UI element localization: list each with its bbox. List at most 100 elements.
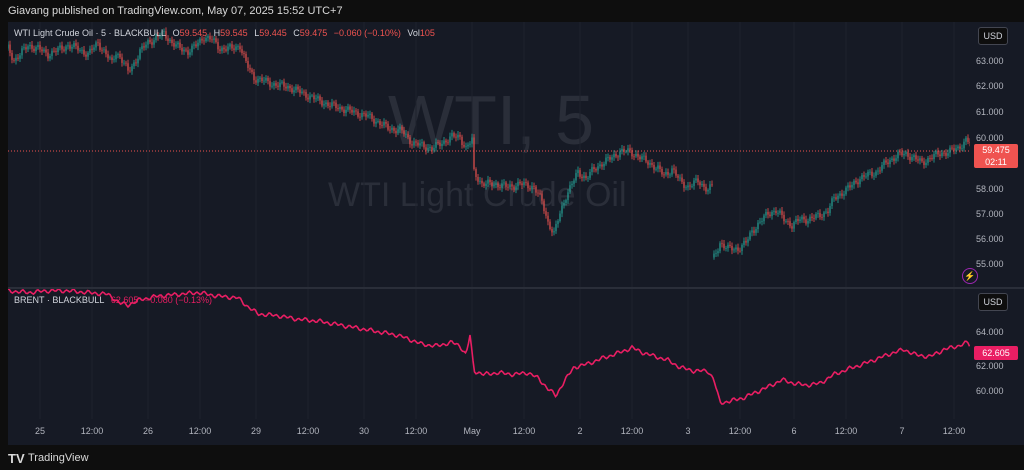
candle-body (877, 170, 879, 172)
candle-body (533, 185, 535, 187)
candle-body (647, 161, 649, 165)
candle-body (183, 49, 185, 52)
candle-body (795, 218, 797, 223)
candle-body (923, 161, 925, 165)
wti-panel[interactable]: WTI, 5 WTI Light Crude Oil WTI Light Cru… (8, 22, 970, 287)
time-tick: 26 (142, 426, 154, 436)
candle-body (693, 180, 695, 186)
candle-body (355, 110, 357, 112)
candle-body (759, 221, 761, 223)
brent-currency-button[interactable]: USD (978, 293, 1008, 311)
candle-body (485, 183, 487, 187)
candle-body (285, 86, 287, 89)
candle-body (435, 142, 437, 148)
time-axis[interactable]: 25 12:00 26 12:00 29 12:00 30 12:00 May 12:00 2 12:… (8, 419, 1024, 445)
candle-body (383, 121, 385, 126)
candle-body (515, 186, 517, 190)
candle-body (199, 38, 201, 43)
candle-body (579, 170, 581, 177)
candle-body (369, 113, 371, 115)
candle-body (31, 44, 33, 49)
lightning-icon[interactable]: ⚡ (962, 268, 978, 284)
candle-body (155, 35, 157, 41)
candle-body (381, 125, 383, 126)
candle-body (371, 113, 373, 119)
candle-body (637, 153, 639, 157)
candle-body (219, 49, 221, 51)
candle-body (957, 146, 959, 149)
candle-body (935, 150, 937, 155)
candle-body (619, 151, 621, 158)
candle-body (569, 185, 571, 193)
candle-body (791, 226, 793, 229)
candle-body (781, 210, 783, 215)
candle-body (493, 184, 495, 187)
brent-panel[interactable]: BRENT · BLACKBULL 62.605 −0.080 (−0.13%) (8, 289, 970, 419)
candle-body (915, 155, 917, 160)
candle-body (135, 62, 137, 64)
candle-body (71, 46, 73, 49)
wti-o-value: 59.545 (179, 28, 208, 38)
candle-body (97, 42, 99, 44)
candle-body (137, 58, 139, 64)
candle-body (609, 157, 611, 160)
candle-body (605, 157, 607, 164)
candle-body (95, 42, 97, 48)
wti-tick: 61.000 (976, 107, 1004, 117)
candle-body (661, 168, 663, 175)
candle-body (717, 251, 719, 254)
pane-separator[interactable] (8, 287, 1024, 289)
candle-body (721, 243, 723, 245)
candle-body (537, 192, 539, 194)
candle-body (177, 42, 179, 45)
candle-body (855, 180, 857, 183)
candle-body (665, 172, 667, 175)
candle-body (469, 143, 471, 145)
candle-body (157, 35, 159, 37)
candle-body (549, 221, 551, 230)
wti-last-price: 59.475 (982, 145, 1010, 155)
candle-body (867, 171, 869, 177)
candle-body (763, 215, 765, 222)
candle-body (649, 162, 651, 165)
candle-body (853, 180, 855, 185)
time-tick: 29 (250, 426, 262, 436)
candle-body (139, 49, 141, 59)
candle-body (711, 184, 713, 186)
candle-body (505, 182, 507, 187)
candle-body (881, 165, 883, 171)
candle-body (803, 216, 805, 220)
candle-body (785, 221, 787, 222)
wti-currency-button[interactable]: USD (978, 27, 1008, 45)
candle-body (529, 188, 531, 190)
candle-body (951, 147, 953, 149)
brent-tick: 60.000 (976, 386, 1004, 396)
candle-body (847, 185, 849, 188)
brent-value: 62.605 (110, 295, 139, 305)
candle-body (445, 140, 447, 143)
candle-body (69, 45, 71, 49)
candle-body (577, 170, 579, 174)
candle-body (583, 175, 585, 179)
candle-body (727, 244, 729, 249)
candle-body (959, 146, 961, 149)
candle-body (333, 102, 335, 104)
candle-body (943, 152, 945, 154)
candle-body (927, 157, 929, 163)
candle-body (207, 36, 209, 38)
candle-body (257, 78, 259, 83)
brent-last-price-tag: 62.605 (974, 346, 1018, 360)
candle-body (719, 243, 721, 252)
candle-body (873, 175, 875, 177)
candle-body (955, 148, 957, 151)
candle-body (25, 47, 27, 50)
candle-body (843, 194, 845, 196)
candle-body (829, 206, 831, 214)
candle-body (77, 45, 79, 51)
candle-body (133, 62, 135, 67)
candle-body (319, 96, 321, 101)
candle-body (109, 57, 111, 59)
candle-body (55, 51, 57, 53)
candle-body (181, 47, 183, 52)
candle-body (349, 106, 351, 110)
